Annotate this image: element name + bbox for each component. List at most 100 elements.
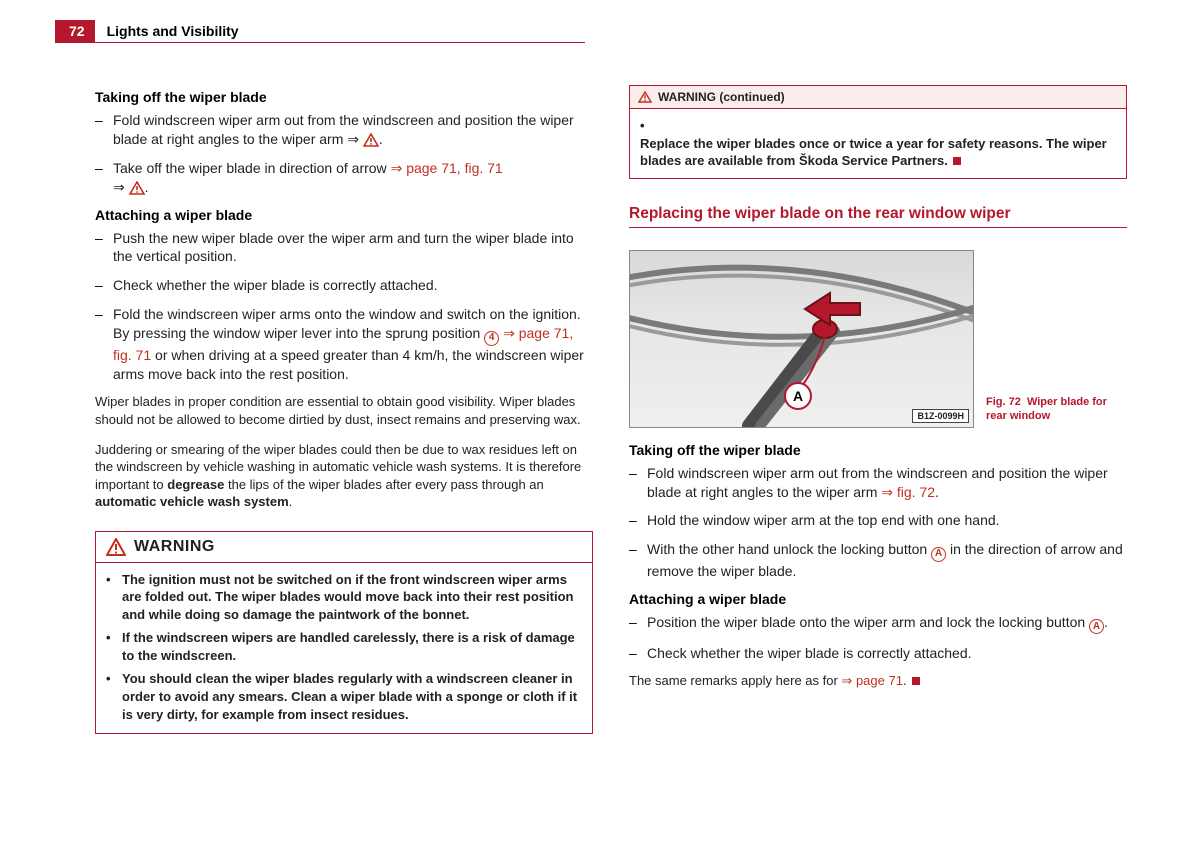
figure-code: B1Z-0099H [912, 409, 969, 423]
figure-illustration: A [630, 251, 974, 428]
dash: – [629, 540, 647, 580]
list-item-text: Fold windscreen wiper arm out from the w… [113, 111, 593, 149]
list-item-text: Hold the window wiper arm at the top end… [647, 511, 1127, 530]
callout-number: 4 [484, 331, 499, 346]
text: . [289, 494, 293, 509]
warning-triangle-icon [129, 181, 145, 195]
dash: – [629, 644, 647, 663]
bullet-icon: • [106, 670, 122, 723]
text: Take off the wiper blade in direction of… [113, 160, 391, 176]
text: The same remarks apply here as for [629, 673, 841, 688]
list-item: – Position the wiper blade onto the wipe… [629, 613, 1127, 635]
warning-continued-header: WARNING (continued) [630, 86, 1126, 109]
dash: – [629, 464, 647, 502]
end-square-icon [953, 157, 961, 165]
subheading: Attaching a wiper blade [95, 207, 593, 223]
warning-triangle-icon [638, 91, 652, 103]
text: With the other hand unlock the locking b… [647, 541, 931, 557]
list-item: – Check whether the wiper blade is corre… [95, 276, 593, 295]
ref-text: fig. 72 [897, 484, 935, 500]
warning-box: WARNING • The ignition must not be switc… [95, 531, 593, 734]
warning-triangle-icon [363, 133, 379, 147]
svg-text:A: A [793, 388, 803, 404]
warning-item-text: The ignition must not be switched on if … [122, 571, 582, 624]
bullet-icon: • [106, 571, 122, 624]
text: Fold windscreen wiper arm out from the w… [113, 112, 574, 147]
content-columns: Taking off the wiper blade – Fold windsc… [95, 85, 1155, 734]
dash: – [95, 159, 113, 197]
bullet-icon: • [640, 117, 656, 135]
text: Fold windscreen wiper arm out from the w… [647, 465, 1108, 500]
figure: A B1Z-0099H [629, 250, 974, 428]
warning-item-text: You should clean the wiper blades regula… [122, 670, 582, 723]
dash: – [95, 111, 113, 149]
warning-item-text: Replace the wiper blades once or twice a… [640, 135, 1116, 170]
dash: – [95, 305, 113, 383]
right-column: WARNING (continued) • Replace the wiper … [629, 85, 1127, 734]
text-bold: degrease [167, 477, 224, 492]
list-item-text: Check whether the wiper blade is correct… [647, 644, 1127, 663]
list-item: – Check whether the wiper blade is corre… [629, 644, 1127, 663]
warning-triangle-icon [106, 538, 126, 556]
list-item-text: Take off the wiper blade in direction of… [113, 159, 593, 197]
warning-title: WARNING [134, 538, 215, 556]
warning-item: • The ignition must not be switched on i… [106, 571, 582, 624]
subheading: Taking off the wiper blade [95, 89, 593, 105]
list-item: – Hold the window wiper arm at the top e… [629, 511, 1127, 530]
subheading: Attaching a wiper blade [629, 591, 1127, 607]
page-number: 72 [55, 20, 95, 42]
list-item: – Take off the wiper blade in direction … [95, 159, 593, 197]
text: or when driving at a speed greater than … [113, 347, 584, 382]
figure-row: A B1Z-0099H Fig. 72 Wiper blade for rear… [629, 250, 1127, 428]
list-item: – Push the new wiper blade over the wipe… [95, 229, 593, 267]
list-item: – Fold windscreen wiper arm out from the… [95, 111, 593, 149]
list-item-text: With the other hand unlock the locking b… [647, 540, 1127, 580]
warning-box-header: WARNING [96, 532, 592, 563]
paragraph: Juddering or smearing of the wiper blade… [95, 441, 593, 511]
warning-continued-box: WARNING (continued) • Replace the wiper … [629, 85, 1127, 179]
left-column: Taking off the wiper blade – Fold windsc… [95, 85, 593, 734]
arrow-icon: ⇒ [347, 131, 359, 147]
list-item: – With the other hand unlock the locking… [629, 540, 1127, 580]
callout-letter: A [1089, 619, 1104, 634]
ref-text: page 71, fig. 71 [406, 160, 503, 176]
figure-caption: Fig. 72 Wiper blade for rear window [986, 395, 1116, 428]
dash: – [95, 229, 113, 267]
dash: – [629, 511, 647, 530]
list-item-text: Check whether the wiper blade is correct… [113, 276, 593, 295]
dash: – [95, 276, 113, 295]
list-item: – Fold windscreen wiper arm out from the… [629, 464, 1127, 502]
warning-item: • Replace the wiper blades once or twice… [640, 117, 1116, 170]
paragraph: Wiper blades in proper condition are ess… [95, 393, 593, 428]
arrow-icon: ⇒ [113, 179, 125, 195]
warning-continued-body: • Replace the wiper blades once or twice… [630, 109, 1126, 178]
dash: – [629, 613, 647, 635]
text: Position the wiper blade onto the wiper … [647, 614, 1089, 630]
page-section-title: Lights and Visibility [95, 20, 239, 42]
list-item-text: Fold the windscreen wiper arms onto the … [113, 305, 593, 383]
warning-box-body: • The ignition must not be switched on i… [96, 563, 592, 733]
list-item-text: Push the new wiper blade over the wiper … [113, 229, 593, 267]
text: Replace the wiper blades once or twice a… [640, 136, 1107, 169]
bullet-icon: • [106, 629, 122, 664]
paragraph: The same remarks apply here as for ⇒ pag… [629, 673, 1127, 689]
ref-text: page 71 [856, 673, 903, 688]
callout-letter: A [931, 547, 946, 562]
subheading: Taking off the wiper blade [629, 442, 1127, 458]
list-item-text: Position the wiper blade onto the wiper … [647, 613, 1127, 635]
section-heading: Replacing the wiper blade on the rear wi… [629, 205, 1127, 228]
text-bold: automatic vehicle wash system [95, 494, 289, 509]
cross-ref: ⇒ fig. 72 [881, 484, 935, 500]
warning-continued-title: WARNING (continued) [658, 90, 785, 104]
cross-ref: ⇒ page 71 [841, 673, 903, 688]
warning-item: • You should clean the wiper blades regu… [106, 670, 582, 723]
list-item: – Fold the windscreen wiper arms onto th… [95, 305, 593, 383]
list-item-text: Fold windscreen wiper arm out from the w… [647, 464, 1127, 502]
page-header: 72 Lights and Visibility [55, 20, 585, 43]
end-square-icon [912, 677, 920, 685]
cross-ref: ⇒ page 71, fig. 71 [391, 160, 503, 176]
warning-item: • If the windscreen wipers are handled c… [106, 629, 582, 664]
text: the lips of the wiper blades after every… [224, 477, 543, 492]
warning-item-text: If the windscreen wipers are handled car… [122, 629, 582, 664]
figure-caption-num: Fig. 72 [986, 396, 1021, 408]
